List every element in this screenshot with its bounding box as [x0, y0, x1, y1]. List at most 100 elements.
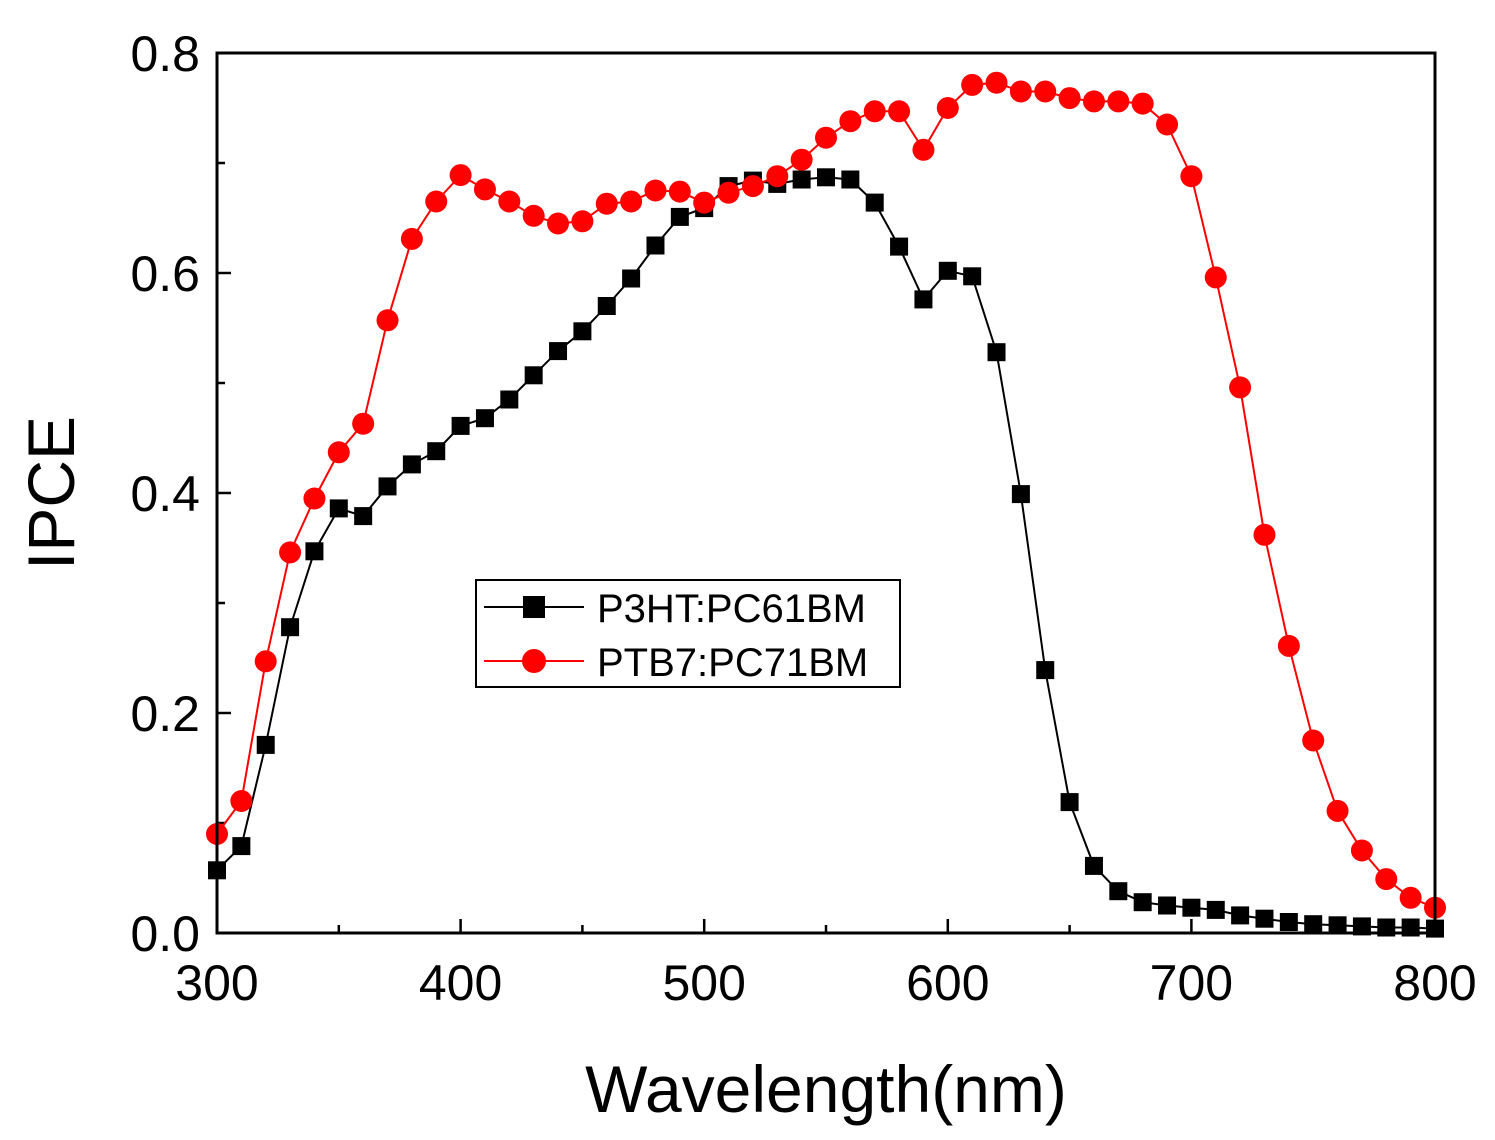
- data-point-circle: [1399, 886, 1422, 909]
- data-point-circle: [693, 191, 716, 214]
- series-p3ht-pc61bm: [208, 168, 1444, 938]
- data-point-circle: [595, 192, 618, 215]
- data-point-circle: [1277, 634, 1300, 657]
- data-point-square: [573, 322, 592, 341]
- data-point-circle: [279, 541, 302, 564]
- data-point-circle: [961, 73, 984, 96]
- data-point-square: [1182, 898, 1201, 917]
- x-tick-label: 600: [906, 955, 989, 1011]
- data-point-circle: [620, 190, 643, 213]
- series-line: [216, 81, 1436, 909]
- data-point-square: [524, 366, 543, 385]
- data-point-circle: [547, 212, 570, 235]
- data-point-circle: [1107, 90, 1130, 113]
- data-point-circle: [766, 165, 789, 188]
- data-point-square: [500, 390, 519, 409]
- data-point-circle: [498, 190, 521, 213]
- series-layer: [206, 71, 1446, 938]
- legend-marker-square: [523, 596, 545, 618]
- data-point-square: [232, 837, 251, 856]
- data-point-square: [1206, 900, 1225, 919]
- legend-marker-circle: [522, 649, 546, 673]
- data-point-square: [1158, 896, 1177, 915]
- legend-label-ptb7: PTB7:PC71BM: [597, 641, 868, 685]
- data-point-circle: [839, 110, 862, 133]
- data-point-circle: [1302, 729, 1325, 752]
- data-point-circle: [571, 210, 594, 233]
- data-point-circle: [717, 181, 740, 204]
- data-point-square: [1279, 913, 1298, 931]
- y-tick-label: 0.2: [130, 686, 200, 742]
- data-point-square: [427, 442, 446, 461]
- data-point-square: [1060, 793, 1079, 812]
- data-point-circle: [327, 441, 350, 464]
- data-point-circle: [1229, 376, 1252, 399]
- data-point-square: [475, 409, 494, 428]
- x-tick-labels: 300 400 500 600 700 800: [175, 955, 1476, 1011]
- data-point-square: [1231, 906, 1250, 925]
- data-point-square: [963, 267, 982, 286]
- data-point-circle: [254, 650, 277, 673]
- x-tick-label: 700: [1150, 955, 1233, 1011]
- data-point-circle: [888, 100, 911, 123]
- data-point-circle: [1180, 165, 1203, 188]
- data-point-square: [1328, 916, 1347, 935]
- data-point-square: [622, 269, 641, 288]
- x-tick-label: 500: [662, 955, 745, 1011]
- y-tick-label: 0.6: [130, 246, 200, 302]
- data-point-circle: [1253, 523, 1276, 546]
- data-point-square: [305, 542, 324, 561]
- data-point-circle: [1082, 90, 1105, 113]
- data-point-square: [597, 297, 616, 315]
- series-line: [216, 176, 1436, 930]
- legend-label-p3ht: P3HT:PC61BM: [597, 587, 866, 631]
- data-point-circle: [1156, 113, 1179, 136]
- data-point-square: [792, 170, 811, 189]
- data-point-square: [1036, 661, 1055, 680]
- data-point-circle: [1058, 87, 1081, 110]
- data-point-circle: [1131, 92, 1154, 115]
- x-axis-label: Wavelength(nm): [585, 1052, 1067, 1126]
- data-point-circle: [1350, 839, 1373, 862]
- y-tick-labels: 0.0 0.2 0.4 0.6 0.8: [130, 26, 200, 962]
- y-tick-label: 0.0: [130, 906, 200, 962]
- data-point-square: [817, 168, 835, 187]
- legend-box: [475, 579, 901, 688]
- data-point-circle: [863, 100, 886, 123]
- data-point-square: [549, 342, 568, 361]
- data-point-square: [987, 343, 1006, 362]
- data-point-square: [1011, 485, 1030, 504]
- data-point-square: [451, 416, 470, 435]
- data-point-square: [378, 477, 397, 496]
- data-point-square: [938, 261, 957, 280]
- y-tick-label: 0.8: [130, 26, 200, 82]
- data-point-circle: [741, 175, 764, 198]
- legend: P3HT:PC61BM PTB7:PC71BM: [475, 579, 901, 688]
- data-point-square: [329, 499, 348, 518]
- data-point-circle: [1204, 266, 1227, 289]
- y-tick-label: 0.4: [130, 466, 200, 522]
- data-point-circle: [668, 180, 691, 203]
- x-tick-label: 300: [175, 955, 258, 1011]
- data-point-circle: [1326, 799, 1349, 822]
- x-tick-label: 400: [419, 955, 502, 1011]
- data-point-circle: [522, 204, 545, 227]
- data-point-square: [1109, 882, 1128, 901]
- data-point-square: [256, 735, 275, 754]
- data-point-circle: [400, 227, 423, 250]
- y-axis-label: IPCE: [14, 416, 88, 570]
- data-point-square: [865, 193, 884, 212]
- data-point-circle: [936, 97, 959, 119]
- data-point-square: [914, 290, 933, 309]
- data-point-square: [646, 236, 665, 255]
- data-point-square: [890, 237, 909, 256]
- data-point-square: [1352, 917, 1371, 936]
- data-point-circle: [815, 126, 837, 149]
- data-point-square: [402, 455, 421, 474]
- x-tick-label: 800: [1393, 955, 1476, 1011]
- data-point-circle: [1034, 80, 1057, 103]
- data-point-circle: [790, 148, 813, 171]
- data-point-square: [1255, 909, 1274, 928]
- data-point-circle: [1009, 80, 1032, 103]
